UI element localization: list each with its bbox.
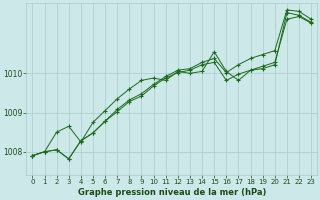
X-axis label: Graphe pression niveau de la mer (hPa): Graphe pression niveau de la mer (hPa): [77, 188, 266, 197]
